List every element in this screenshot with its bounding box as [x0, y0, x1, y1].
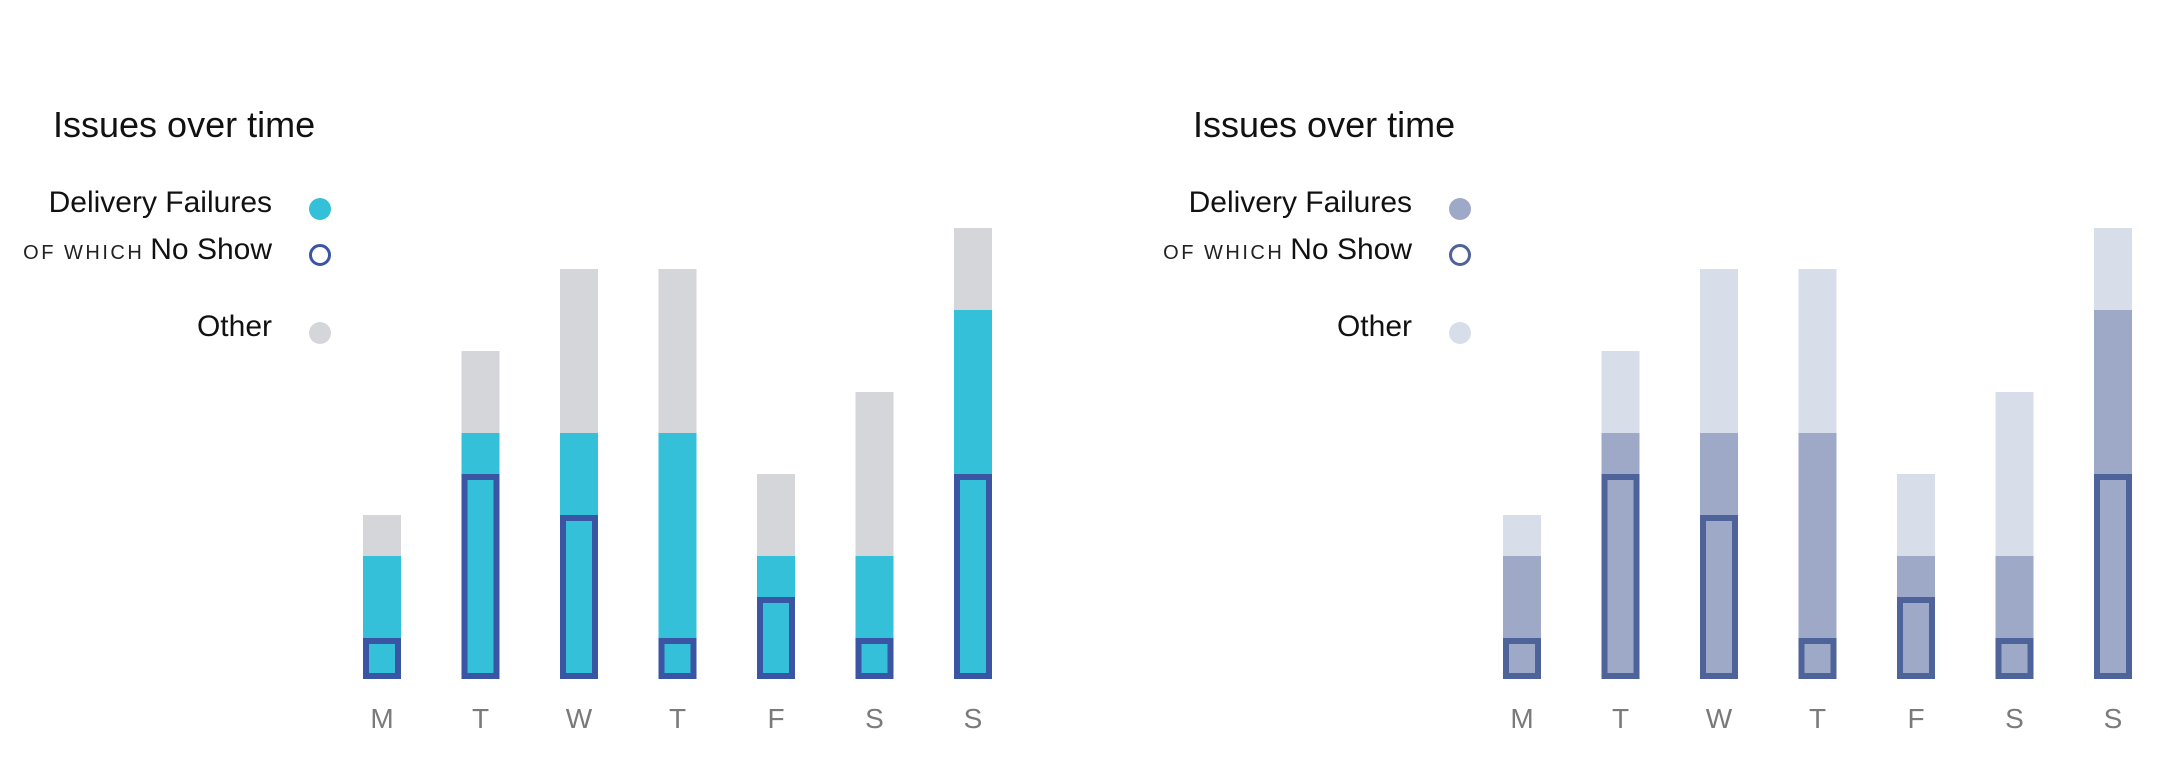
legend-swatch-no-show — [309, 244, 331, 266]
bar-no-show — [1601, 474, 1640, 679]
legend-swatch-delivery-failures — [309, 198, 331, 220]
legend-swatch-other — [1449, 322, 1471, 344]
x-tick-label: S — [2005, 703, 2024, 734]
bar-delivery-failures — [757, 556, 795, 679]
bar-no-show — [560, 515, 598, 679]
x-tick-label: T — [1809, 703, 1826, 734]
chart-panel-1: Issues over time Delivery Failures OF WH… — [23, 104, 992, 734]
bar-other — [954, 228, 992, 310]
bar-other — [1700, 269, 1738, 433]
x-tick-label: S — [865, 703, 884, 734]
x-tick-label: T — [472, 703, 489, 734]
legend-label: Delivery Failures — [1188, 186, 1412, 219]
legend-prefix: OF WHICH — [1163, 242, 1285, 264]
legend-item-other: Other — [1337, 310, 1412, 344]
bar-no-show — [1897, 597, 1935, 679]
x-tick-label: S — [2104, 703, 2123, 734]
legend-swatch-delivery-failures — [1449, 198, 1471, 220]
legend-item-delivery-failures: Delivery Failures — [49, 186, 272, 220]
legend-item-other: Other — [197, 310, 272, 344]
legend-label: No Show — [1290, 233, 1412, 266]
x-tick-label: S — [964, 703, 983, 734]
x-tick-label: W — [1706, 703, 1733, 734]
bar-delivery-failures — [363, 556, 401, 679]
legend-item-no-show: OF WHICH No Show — [1163, 233, 1412, 267]
bar-no-show — [2094, 474, 2132, 679]
bar-other — [1503, 515, 1541, 556]
bar-no-show — [757, 597, 795, 679]
bar-other — [2094, 228, 2132, 310]
x-tick-label: W — [566, 703, 593, 734]
bar-delivery-failures — [1897, 556, 1935, 679]
bar-other — [363, 515, 401, 556]
bar-no-show — [855, 638, 894, 679]
x-tick-label: M — [1510, 703, 1533, 734]
bar-other — [1601, 351, 1640, 433]
x-tick-label: M — [370, 703, 393, 734]
bar-delivery-failures — [1995, 556, 2034, 679]
bar-other — [757, 474, 795, 556]
bar-no-show — [1700, 515, 1738, 679]
bar-delivery-failures — [954, 310, 992, 679]
bar-no-show — [954, 474, 992, 679]
legend-item-no-show: OF WHICH No Show — [23, 233, 272, 267]
bar-no-show — [461, 474, 500, 679]
legend-item-delivery-failures: Delivery Failures — [1189, 186, 1412, 220]
bar-no-show — [1503, 638, 1541, 679]
bar-other — [658, 269, 697, 433]
bar-no-show — [658, 638, 697, 679]
legend-swatch-other — [309, 322, 331, 344]
bar-no-show — [1995, 638, 2034, 679]
bar-other — [1798, 269, 1837, 433]
chart-title: Issues over time — [53, 104, 316, 145]
legend-prefix: OF WHICH — [23, 242, 145, 264]
chart-title: Issues over time — [1193, 104, 1456, 145]
bar-other — [855, 392, 894, 556]
x-tick-label: F — [767, 703, 784, 734]
x-tick-label: T — [669, 703, 686, 734]
bar-delivery-failures — [560, 433, 598, 679]
bar-other — [461, 351, 500, 433]
bar-no-show — [363, 638, 401, 679]
bar-no-show — [1798, 638, 1837, 679]
bar-delivery-failures — [855, 556, 894, 679]
bar-delivery-failures — [1503, 556, 1541, 679]
x-tick-label: T — [1612, 703, 1629, 734]
legend-label: Other — [1336, 310, 1412, 343]
chart-panel-2: Issues over time Delivery Failures OF WH… — [1140, 0, 2160, 780]
bar-other — [1897, 474, 1935, 556]
legend-label: No Show — [150, 233, 272, 266]
legend-swatch-no-show — [1449, 244, 1471, 266]
legend-label: Delivery Failures — [48, 186, 272, 219]
bar-other — [560, 269, 598, 433]
bar-delivery-failures — [1700, 433, 1738, 679]
bar-delivery-failures — [2094, 310, 2132, 679]
x-tick-label: F — [1907, 703, 1924, 734]
legend-label: Other — [196, 310, 272, 343]
bar-other — [1995, 392, 2034, 556]
